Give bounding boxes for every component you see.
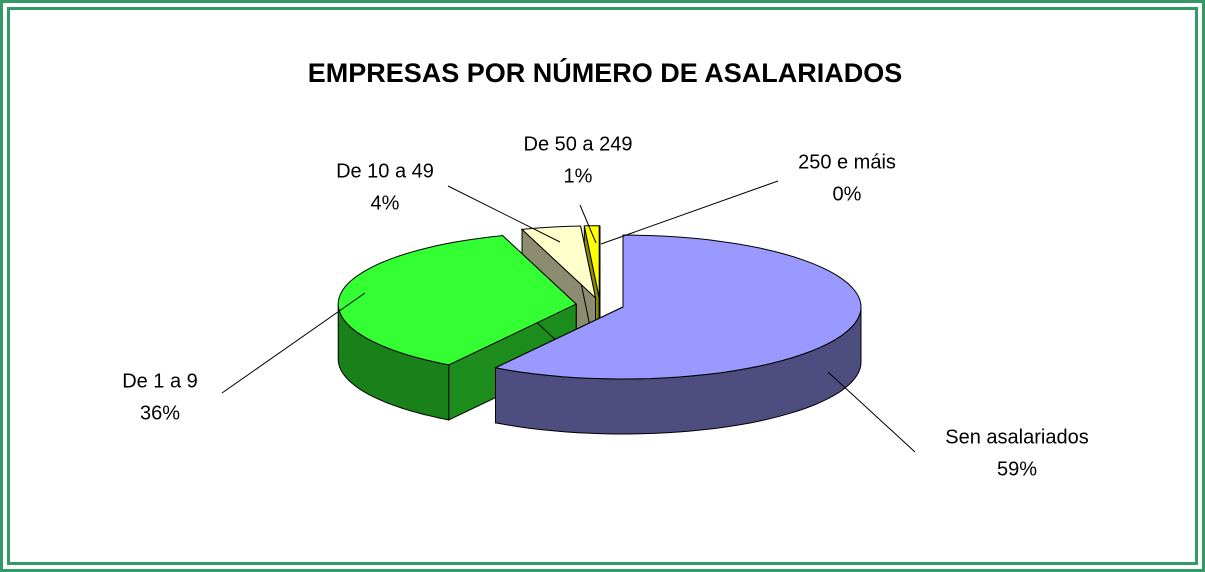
inner-frame (7, 7, 1198, 565)
slice-label: De 1 a 9 (122, 370, 198, 392)
slice-label: 250 e máis (798, 151, 896, 173)
leader-lines (221, 180, 916, 453)
slice-label: De 10 a 49 (336, 160, 434, 182)
slice-top (520, 225, 597, 300)
slice-value-label: 0% (833, 183, 862, 205)
slice-top (337, 235, 578, 366)
leader-line (827, 371, 916, 453)
pie (337, 225, 862, 435)
leader-line (447, 185, 561, 243)
slice-value-label: 59% (997, 458, 1037, 480)
slice-value-label: 4% (371, 192, 400, 214)
leader-line (579, 204, 597, 244)
slice-value-label: 1% (564, 165, 593, 187)
leader-line (221, 292, 366, 394)
pie-slice (493, 234, 862, 435)
slice-label: De 50 a 249 (524, 133, 633, 155)
slice-top (493, 234, 862, 380)
leader-line (600, 180, 779, 245)
slice-value-label: 36% (140, 402, 180, 424)
slice-label: Sen asalariados (945, 426, 1088, 448)
slice-top (583, 225, 600, 298)
chart-title: EMPRESAS POR NÚMERO DE ASALARIADOS (308, 57, 903, 88)
